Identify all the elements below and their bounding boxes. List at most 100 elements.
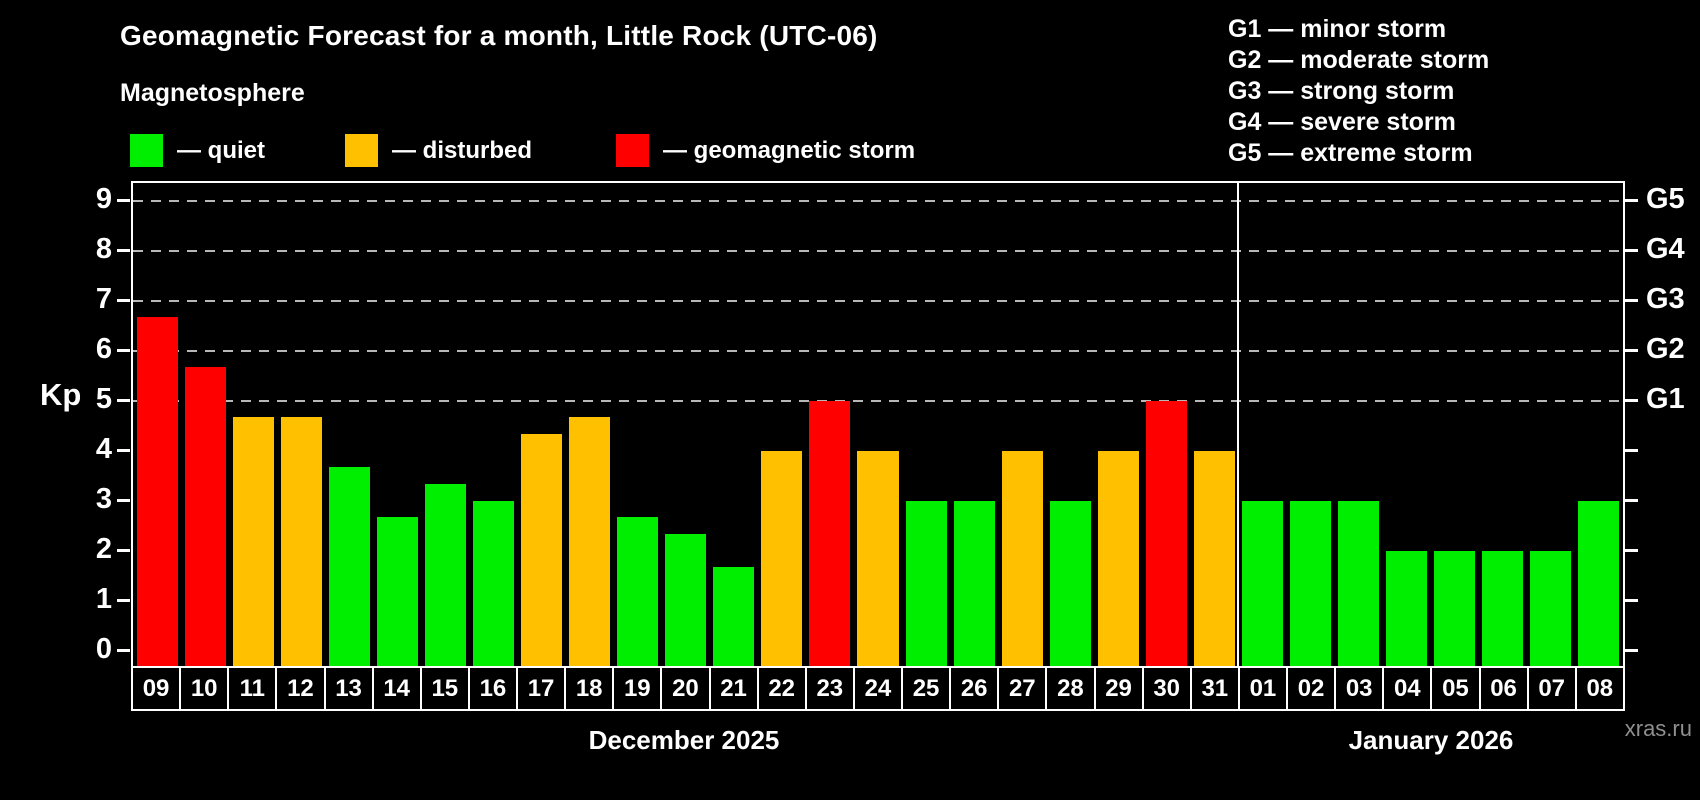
storm-color-swatch: [616, 134, 649, 167]
kp-bar-december-19: [617, 517, 659, 666]
right-tick-kp4: [1625, 449, 1638, 453]
kp-bar-december-12: [280, 417, 322, 666]
kp-bar-december-18: [569, 417, 611, 666]
date-cell-10: 10: [181, 668, 230, 709]
watermark: xras.ru: [1624, 716, 1692, 741]
date-cell-24: 24: [855, 668, 903, 709]
kp-bar-january-02: [1290, 500, 1332, 666]
y-tick-label-9: 9: [95, 182, 112, 215]
date-cell-06: 06: [1481, 668, 1529, 709]
date-cell-07: 07: [1529, 668, 1577, 709]
kp-bar-december-27: [1001, 450, 1043, 666]
disturbed-color-swatch: [345, 134, 378, 167]
right-tick-kp9: [1625, 199, 1638, 203]
kp-bar-december-23: [809, 400, 851, 666]
date-cell-11: 11: [229, 668, 278, 709]
kp-bar-january-07: [1530, 550, 1572, 666]
y-tick-label-2: 2: [95, 532, 112, 565]
date-cell-05: 05: [1432, 668, 1481, 709]
left-tick-kp6: [117, 349, 130, 353]
right-axis-label-g1: G1: [1646, 382, 1685, 415]
right-axis-label-g5: G5: [1646, 182, 1685, 215]
gridline-kp5: [133, 399, 1623, 402]
gridline-kp6: [133, 349, 1623, 352]
kp-bar-december-16: [472, 500, 514, 666]
right-tick-kp1: [1625, 599, 1638, 603]
date-cell-14: 14: [374, 668, 422, 709]
quiet-color-swatch: [130, 134, 163, 167]
date-cell-29: 29: [1096, 668, 1144, 709]
date-cell-12: 12: [277, 668, 326, 709]
kp-bar-december-09: [136, 317, 178, 666]
kp-bar-january-01: [1241, 500, 1284, 666]
legend-label-storm: — geomagnetic storm: [663, 136, 916, 164]
left-tick-kp2: [117, 549, 130, 553]
left-tick-kp5: [117, 399, 130, 403]
date-cell-23: 23: [807, 668, 855, 709]
right-tick-kp5: [1625, 399, 1638, 403]
g2-legend-line: G2 — moderate storm: [1228, 46, 1490, 74]
kp-bar-december-30: [1145, 400, 1187, 666]
right-tick-kp6: [1625, 349, 1638, 353]
date-cell-01: 01: [1240, 668, 1288, 709]
kp-bar-december-21: [713, 567, 755, 666]
date-cell-02: 02: [1288, 668, 1337, 709]
legend-item-quiet: — quiet: [130, 134, 265, 167]
date-cell-08: 08: [1586, 674, 1614, 702]
month-separator-line: [1237, 183, 1240, 666]
left-tick-kp0: [117, 649, 130, 653]
kp-bar-december-20: [665, 534, 707, 666]
y-tick-label-5: 5: [95, 382, 112, 415]
legend-label-disturbed: — disturbed: [392, 136, 533, 164]
date-cell-09: 09: [133, 668, 182, 709]
kp-bar-january-05: [1434, 550, 1476, 666]
kp-bar-december-31: [1193, 450, 1235, 666]
date-cell-03: 03: [1336, 668, 1385, 709]
left-tick-kp3: [117, 499, 130, 503]
kp-bar-january-03: [1338, 500, 1380, 666]
date-cell-30: 30: [1144, 668, 1192, 709]
date-cell-27: 27: [999, 668, 1048, 709]
kp-bar-december-26: [953, 500, 995, 666]
legend-item-disturbed: — disturbed: [345, 134, 532, 167]
date-cell-13: 13: [326, 668, 374, 709]
date-cell-16: 16: [470, 668, 518, 709]
kp-bar-december-24: [857, 450, 899, 666]
g-scale-legend: G1 — minor storm G2 — moderate storm G3 …: [1228, 14, 1489, 169]
gridline-kp8: [133, 249, 1623, 252]
date-cell-25: 25: [903, 668, 952, 709]
g5-legend-line: G5 — extreme storm: [1228, 139, 1473, 167]
date-cell-28: 28: [1047, 668, 1096, 709]
plot-area: [131, 181, 1625, 668]
gridline-kp9: [133, 199, 1623, 202]
y-tick-label-4: 4: [95, 432, 112, 465]
left-tick-kp9: [117, 199, 130, 203]
right-axis-label-g3: G3: [1646, 282, 1685, 315]
gridline-kp7: [133, 299, 1623, 302]
y-tick-label-6: 6: [95, 332, 112, 365]
g3-legend-line: G3 — strong storm: [1228, 77, 1455, 105]
kp-bar-december-17: [521, 434, 563, 666]
y-tick-label-1: 1: [95, 582, 112, 615]
kp-bar-december-28: [1049, 500, 1091, 666]
chart-title: Geomagnetic Forecast for a month, Little…: [120, 20, 878, 51]
date-cell-18: 18: [566, 668, 615, 709]
kp-bar-december-25: [905, 500, 947, 666]
month-label-january: January 2026: [1348, 725, 1514, 755]
date-cell-20: 20: [662, 668, 711, 709]
kp-bar-january-08: [1578, 500, 1620, 666]
right-axis-label-g4: G4: [1646, 232, 1685, 265]
y-axis-title: Kp: [40, 377, 82, 412]
y-tick-label-3: 3: [95, 482, 112, 515]
kp-bar-january-06: [1482, 550, 1524, 666]
left-tick-kp7: [117, 299, 130, 303]
g1-legend-line: G1 — minor storm: [1228, 15, 1447, 43]
date-axis: 09 10 11 12 13 14 15 16 17 18 19 20 21 22 23 24 25 26 27 28…: [131, 666, 1625, 711]
legend-label-quiet: — quiet: [177, 136, 265, 164]
right-tick-kp0: [1625, 649, 1638, 653]
right-tick-kp3: [1625, 499, 1638, 503]
kp-bar-december-14: [376, 517, 418, 666]
date-cell-26: 26: [951, 668, 1000, 709]
kp-bar-december-22: [761, 450, 803, 666]
date-cell-22: 22: [759, 668, 807, 709]
